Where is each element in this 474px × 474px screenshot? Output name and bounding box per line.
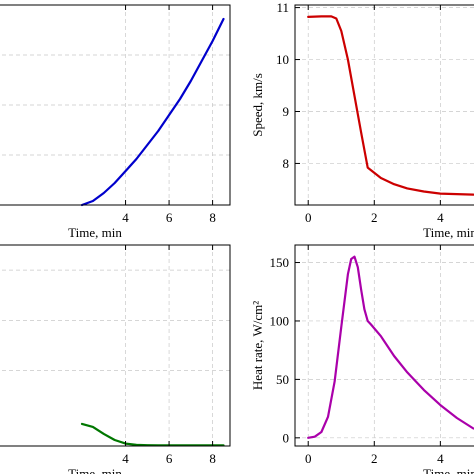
x-axis-label: Time, min [423, 466, 474, 474]
x-tick-label: 2 [371, 451, 378, 466]
series-line [80, 17, 225, 207]
y-tick-label: 0 [283, 430, 290, 445]
x-tick-label: 4 [122, 451, 129, 466]
y-tick-label: 11 [276, 0, 289, 15]
x-tick-label: 4 [437, 451, 444, 466]
x-tick-label: 2 [371, 210, 378, 225]
panel-heat-rate: 0 2 4 0 50 100 150 Time, min Heat rate, W/cm² [250, 244, 474, 474]
x-tick-label: 6 [166, 451, 173, 466]
plot-frame [0, 4, 231, 206]
x-tick-label: 0 [305, 451, 312, 466]
series-line [80, 422, 225, 447]
x-tick-label: 8 [209, 451, 216, 466]
panel-speed: 0 2 4 8 9 10 11 Time, min Speed, km/s [250, 0, 474, 240]
series-line [307, 15, 474, 196]
y-tick-label: 100 [270, 313, 290, 328]
plot-frame [294, 4, 474, 206]
x-tick-label: 6 [166, 210, 173, 225]
plot-frame [294, 244, 474, 447]
x-tick-label: 4 [122, 210, 129, 225]
y-tick-label: 150 [270, 255, 290, 270]
y-tick-label: 9 [283, 104, 290, 119]
panel-bottom-left: 4 6 8 Time, min [0, 244, 231, 474]
x-axis-label: Time, min [423, 225, 474, 240]
series-line [307, 255, 474, 439]
y-axis-label: Heat rate, W/cm² [250, 301, 265, 390]
x-axis-label: Time, min [68, 225, 122, 240]
y-axis-label: Speed, km/s [250, 73, 265, 137]
x-tick-label: 0 [305, 210, 312, 225]
plot-frame [0, 244, 231, 447]
panel-distance: 4 6 8 Time, min [0, 4, 231, 240]
x-axis-label: Time, min [68, 466, 122, 474]
y-tick-label: 50 [276, 372, 289, 387]
x-tick-label: 8 [209, 210, 216, 225]
y-tick-label: 10 [276, 52, 289, 67]
x-tick-label: 4 [437, 210, 444, 225]
y-tick-label: 8 [283, 156, 290, 171]
